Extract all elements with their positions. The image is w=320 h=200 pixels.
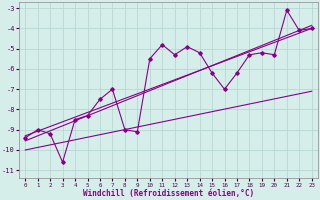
- X-axis label: Windchill (Refroidissement éolien,°C): Windchill (Refroidissement éolien,°C): [83, 189, 254, 198]
